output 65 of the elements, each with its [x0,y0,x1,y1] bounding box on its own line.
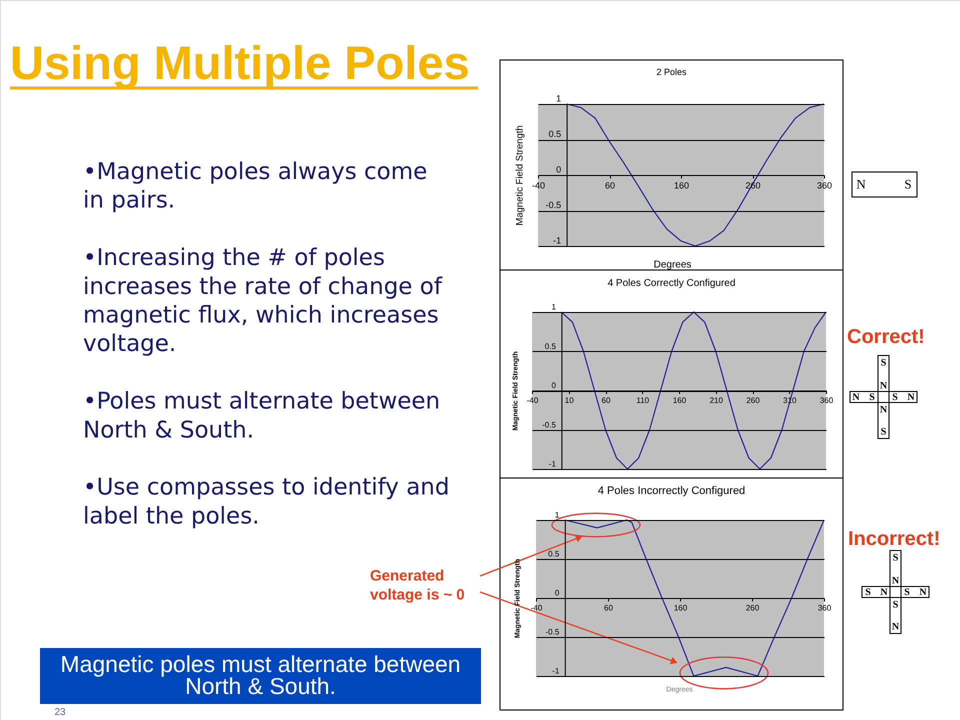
y-axis-title: Magnetic Field Strength [514,125,526,226]
chart-title: 4 Poles Correctly Configured [608,278,736,289]
text: N [907,392,916,403]
x-axis-title: Degrees [654,260,692,270]
text: Magnetic poles must alternate between North & South. [60,650,461,700]
text: •Use compasses to identify and label the poles. [83,474,450,530]
text: Generated voltage is ~ 0 [370,568,465,604]
x-tick-label: -40 [526,396,539,405]
text: N [880,404,888,416]
text: S [892,600,899,610]
x-tick-label: 160 [674,604,688,612]
y-tick-label: 1 [554,510,560,520]
text: S [865,587,872,598]
x-tick-label: 60 [602,396,611,405]
chart-title: 4 Poles Incorrectly Configured [598,485,746,497]
y-tick-label: -0.5 [542,420,556,430]
y-tick-label: 0 [551,381,556,390]
text: •Increasing the # of poles increases the rate of change of magnetic flux, which increases voltage. [83,245,443,358]
text: S [869,392,876,403]
chart-title: 2 Poles [656,67,688,77]
text: •Magnetic poles always come in pairs. [83,159,428,214]
y-tick-label: 0.5 [544,342,556,351]
text: N [892,576,900,586]
x-tick-label: 210 [710,396,724,405]
text: S [904,587,910,598]
text: N [892,622,900,632]
y-tick-label: 1 [551,302,556,312]
text: Using Multiple Poles [10,36,470,89]
x-tick-label: -40 [532,180,546,190]
text: Incorrect! [848,528,940,550]
text: 23 [54,707,66,718]
text: N [852,392,860,403]
x-tick-label: 260 [746,396,760,405]
y-tick-label: 0 [554,588,560,598]
x-tick-label: 60 [604,180,616,190]
y-tick-label: -1 [548,460,556,468]
x-tick-label: 110 [636,396,650,405]
text: S [904,176,912,192]
x-tick-label: 160 [672,396,687,405]
y-tick-label: -1 [553,236,562,246]
text: S [892,552,899,564]
x-tick-label: 360 [818,604,832,612]
text: •Poles must alternate between North & South. [83,388,440,444]
y-tick-label: 0.5 [548,550,560,558]
x-tick-label: 360 [816,180,832,190]
x-tick-label: 260 [746,604,760,612]
y-tick-label: 1 [556,94,562,104]
y-tick-label: -0.5 [546,200,562,210]
y-tick-label: 0 [556,164,562,174]
text: S [892,392,898,403]
x-tick-label: 160 [674,180,690,190]
x-tick-label: 60 [604,604,614,612]
text: N [919,587,928,598]
y-tick-label: -1 [552,666,560,676]
x-tick-label: 360 [820,396,834,405]
text: Correct! [847,326,925,348]
text: S [880,358,887,368]
text: N [880,587,888,598]
y-tick-label: -0.5 [546,628,560,636]
text: S [880,426,887,438]
x-tick-label: 10 [564,396,574,405]
x-tick-label: -40 [530,604,543,612]
text: N [880,380,888,392]
y-tick-label: 0.5 [548,129,562,139]
text: N [856,176,866,192]
